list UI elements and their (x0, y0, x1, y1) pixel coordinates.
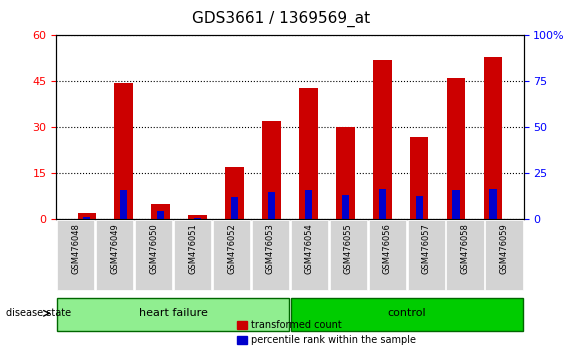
Text: GSM476053: GSM476053 (266, 223, 275, 274)
Text: GSM476059: GSM476059 (499, 223, 508, 274)
Bar (373, 60, 391, 219)
Text: GDS3661 / 1369569_at: GDS3661 / 1369569_at (193, 11, 370, 27)
Text: heart failure: heart failure (138, 308, 208, 318)
Bar (231, 198, 238, 219)
FancyBboxPatch shape (446, 220, 484, 290)
FancyBboxPatch shape (485, 220, 523, 290)
Text: control: control (387, 308, 426, 318)
Text: GSM476055: GSM476055 (344, 223, 353, 274)
Text: GSM476057: GSM476057 (422, 223, 431, 274)
Bar (342, 195, 349, 219)
FancyBboxPatch shape (291, 298, 523, 331)
Bar (120, 190, 127, 219)
Bar (268, 192, 275, 219)
Text: GSM476051: GSM476051 (188, 223, 197, 274)
Bar (225, 167, 244, 219)
Bar (78, 213, 96, 219)
Bar (299, 87, 318, 219)
Bar (410, 137, 428, 219)
Text: GSM476054: GSM476054 (305, 223, 314, 274)
Bar (305, 190, 312, 219)
Bar (447, 78, 466, 219)
Bar (453, 190, 460, 219)
Text: GSM476052: GSM476052 (227, 223, 236, 274)
FancyBboxPatch shape (369, 220, 406, 290)
Text: GSM476049: GSM476049 (110, 223, 119, 274)
FancyBboxPatch shape (96, 220, 133, 290)
Bar (114, 83, 133, 219)
FancyBboxPatch shape (330, 220, 367, 290)
FancyBboxPatch shape (57, 298, 289, 331)
Bar (189, 215, 207, 219)
Bar (262, 121, 281, 219)
Bar (378, 189, 386, 219)
Text: GSM476050: GSM476050 (149, 223, 158, 274)
Bar (83, 217, 91, 219)
Bar (336, 127, 355, 219)
Bar (194, 218, 202, 219)
Text: GSM476056: GSM476056 (383, 223, 392, 274)
FancyBboxPatch shape (291, 220, 328, 290)
FancyBboxPatch shape (135, 220, 172, 290)
Bar (157, 211, 164, 219)
Legend: transformed count, percentile rank within the sample: transformed count, percentile rank withi… (233, 316, 420, 349)
FancyBboxPatch shape (213, 220, 250, 290)
Text: GSM476058: GSM476058 (461, 223, 470, 274)
FancyBboxPatch shape (57, 220, 95, 290)
FancyBboxPatch shape (252, 220, 289, 290)
Bar (484, 57, 502, 219)
Bar (415, 195, 423, 219)
FancyBboxPatch shape (408, 220, 445, 290)
Bar (489, 189, 497, 219)
Bar (151, 204, 170, 219)
Text: disease state: disease state (6, 308, 71, 318)
Text: GSM476048: GSM476048 (72, 223, 81, 274)
FancyBboxPatch shape (174, 220, 211, 290)
